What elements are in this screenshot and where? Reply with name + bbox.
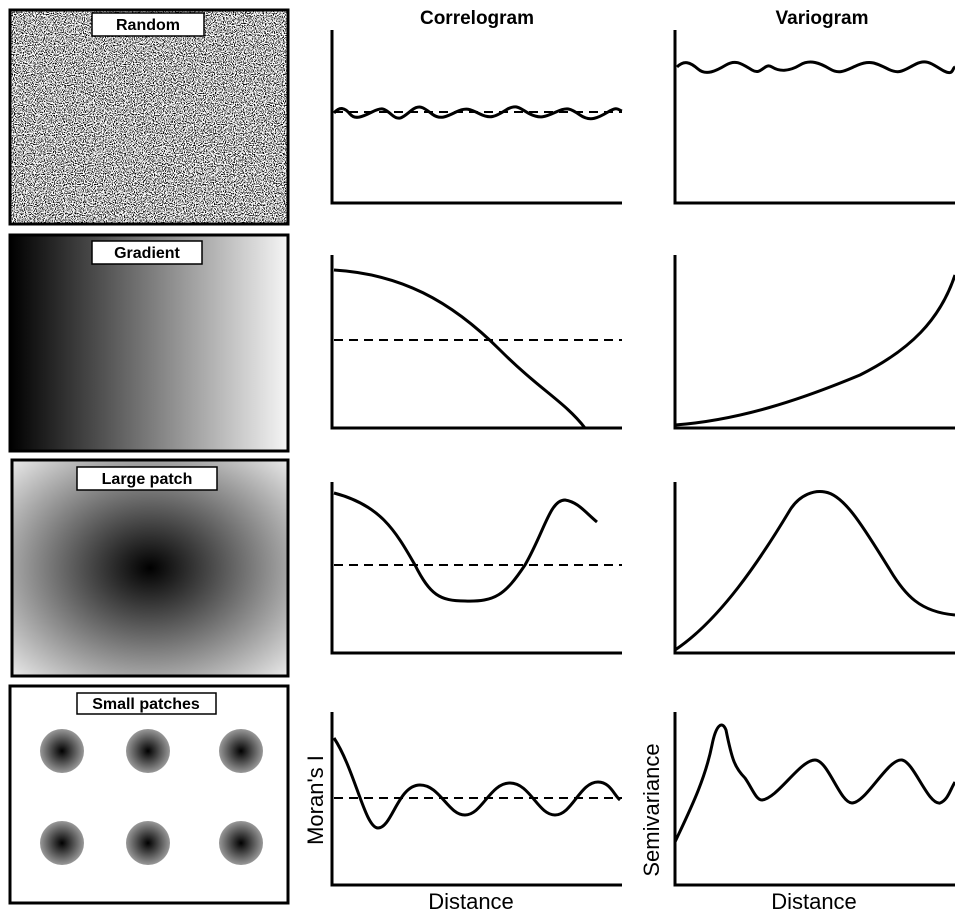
pattern-panel: Gradient xyxy=(8,233,290,453)
variogram xyxy=(673,482,955,655)
axis-label: Distance xyxy=(771,889,857,914)
pattern-label: Large patch xyxy=(102,471,193,488)
pattern-panel: Large patch xyxy=(10,458,290,678)
pattern-label: Small patches xyxy=(92,696,200,713)
pattern-label: Random xyxy=(116,17,180,34)
correlogram: Moran's I Distance xyxy=(303,712,622,914)
pattern-panel: Random xyxy=(8,8,290,226)
variogram xyxy=(673,255,955,430)
column-header: Correlogram xyxy=(420,8,534,29)
correlogram xyxy=(330,482,622,655)
axis-label: Moran's I xyxy=(303,755,328,845)
axis-label: Semivariance xyxy=(639,743,664,876)
pattern-panel: Small patches xyxy=(8,684,290,905)
column-header: Variogram xyxy=(776,8,869,29)
axis-label: Distance xyxy=(428,889,514,914)
variogram xyxy=(673,30,955,205)
correlogram xyxy=(330,30,623,205)
correlogram xyxy=(330,255,622,430)
pattern-label: Gradient xyxy=(114,245,180,262)
variogram: Semivariance Distance xyxy=(639,712,955,914)
